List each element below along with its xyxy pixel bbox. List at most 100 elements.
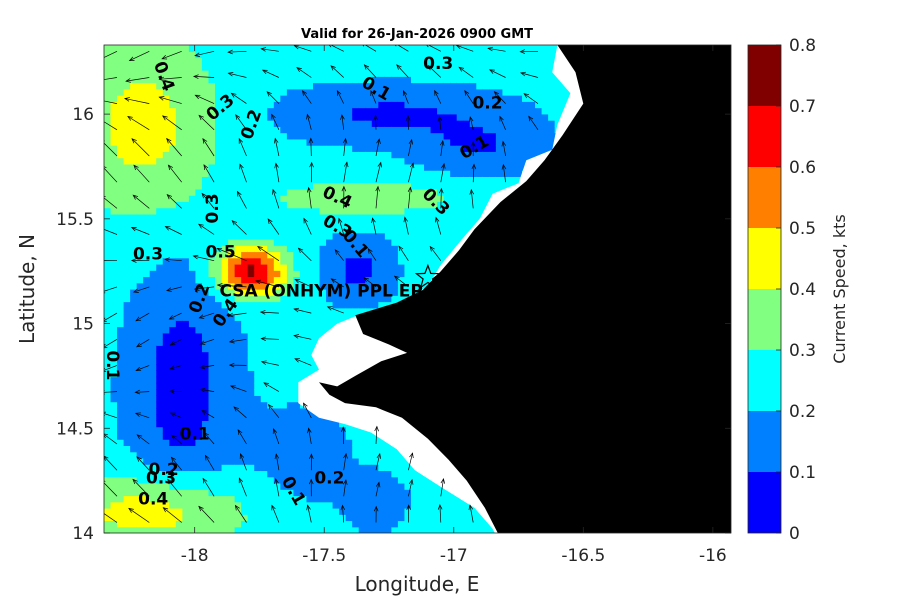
speed-cell (345, 289, 353, 296)
speed-cell (149, 445, 157, 453)
speed-cell (201, 201, 210, 209)
speed-cell (352, 57, 360, 65)
speed-cell (339, 163, 347, 171)
speed-cell (117, 70, 125, 77)
speed-cell (280, 270, 288, 278)
speed-cell (384, 113, 392, 121)
speed-cell (286, 289, 295, 296)
speed-cell (391, 113, 399, 121)
speed-cell (110, 495, 118, 503)
speed-cell (241, 157, 249, 165)
speed-cell (182, 182, 190, 190)
speed-cell (143, 63, 151, 71)
speed-cell (293, 451, 301, 459)
speed-cell (345, 489, 353, 497)
speed-cell (495, 145, 504, 152)
speed-cell (208, 276, 216, 284)
speed-cell (123, 445, 131, 453)
speed-cell (424, 170, 432, 177)
speed-cell (339, 88, 347, 96)
speed-cell (254, 82, 262, 90)
speed-cell (234, 289, 242, 296)
speed-cell (149, 132, 157, 140)
speed-cell (293, 407, 301, 415)
speed-cell (293, 526, 301, 533)
speed-cell (365, 145, 373, 152)
speed-cell (182, 376, 190, 384)
speed-cell (378, 188, 386, 196)
speed-cell (104, 507, 112, 515)
speed-cell (313, 232, 321, 240)
speed-cell (162, 420, 170, 428)
speed-cell (234, 232, 242, 240)
speed-cell (110, 207, 118, 215)
speed-cell (495, 151, 504, 159)
speed-cell (515, 132, 523, 140)
speed-cell (130, 370, 138, 378)
speed-cell (201, 526, 210, 533)
speed-cell (175, 163, 183, 171)
speed-cell (456, 195, 464, 203)
speed-cell (365, 263, 373, 271)
speed-cell (391, 132, 399, 140)
speed-cell (130, 163, 138, 171)
speed-cell (162, 257, 170, 265)
speed-cell (188, 107, 197, 115)
speed-cell (450, 238, 458, 246)
speed-cell (326, 439, 334, 447)
speed-cell (371, 263, 379, 271)
speed-cell (221, 282, 229, 290)
speed-cell (254, 301, 262, 309)
speed-cell (371, 170, 379, 177)
speed-cell (260, 345, 268, 353)
speed-cell (208, 95, 216, 102)
speed-cell (306, 201, 314, 209)
speed-cell (175, 351, 183, 359)
speed-cell (456, 107, 464, 115)
speed-cell (247, 376, 255, 384)
speed-cell (410, 232, 419, 240)
speed-cell (228, 82, 236, 90)
speed-cell (450, 145, 458, 152)
speed-cell (410, 45, 419, 52)
speed-cell (254, 464, 262, 472)
speed-cell (339, 420, 347, 428)
speed-cell (299, 176, 308, 184)
speed-cell (228, 57, 236, 65)
speed-cell (169, 188, 177, 196)
speed-cell (182, 426, 190, 434)
speed-cell (215, 326, 223, 334)
speed-cell (326, 45, 334, 52)
speed-cell (424, 132, 432, 140)
speed-cell (424, 88, 432, 96)
speed-cell (143, 382, 151, 390)
speed-cell (143, 276, 151, 284)
speed-cell (175, 245, 183, 253)
speed-cell (443, 213, 451, 221)
speed-cell (339, 476, 347, 484)
speed-cell (326, 451, 334, 459)
speed-cell (280, 176, 288, 184)
speed-cell (286, 407, 295, 415)
speed-cell (143, 370, 151, 378)
speed-cell (456, 101, 464, 109)
speed-cell (195, 357, 203, 365)
speed-cell (175, 232, 183, 240)
speed-cell (130, 282, 138, 290)
speed-cell (234, 414, 242, 421)
speed-cell (234, 213, 242, 221)
speed-cell (273, 126, 281, 134)
speed-cell (130, 501, 138, 509)
speed-cell (299, 245, 308, 253)
speed-cell (143, 245, 151, 253)
speed-cell (273, 113, 281, 121)
speed-cell (143, 507, 151, 515)
speed-cell (136, 326, 144, 334)
speed-cell (319, 439, 327, 447)
speed-cell (143, 489, 151, 497)
speed-cell (293, 101, 301, 109)
speed-cell (149, 307, 157, 315)
speed-cell (208, 138, 216, 146)
speed-cell (319, 70, 327, 77)
speed-cell (319, 95, 327, 102)
